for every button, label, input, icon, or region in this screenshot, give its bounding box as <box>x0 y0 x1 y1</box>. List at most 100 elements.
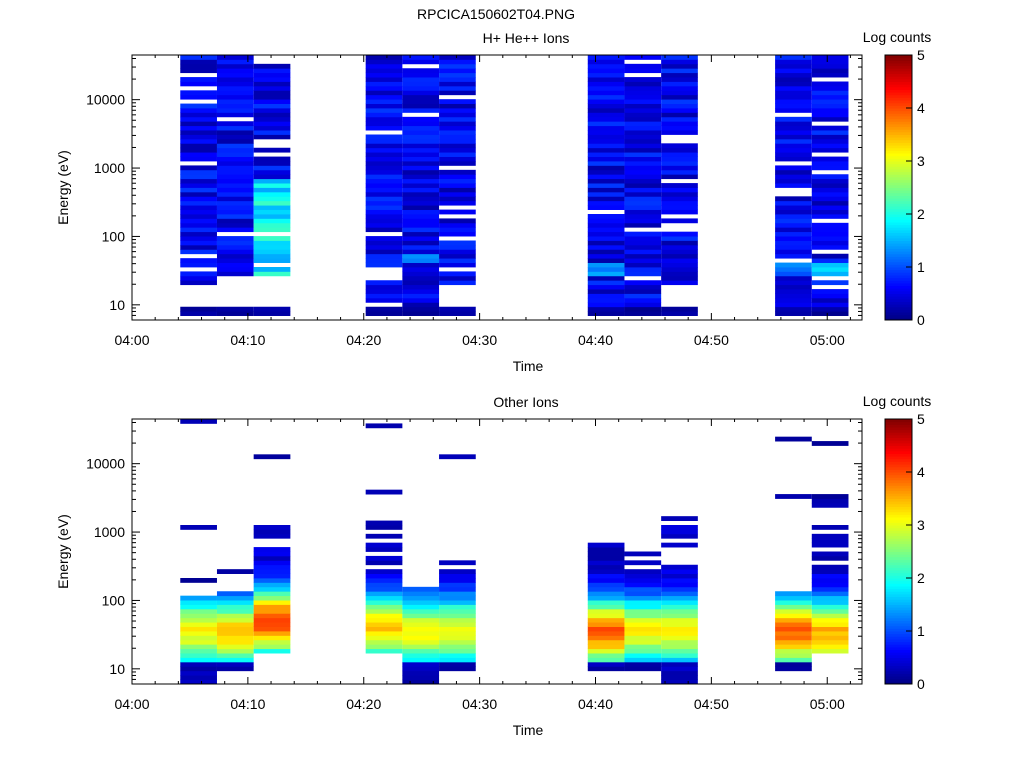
spectrogram-cell <box>402 613 440 619</box>
spectrogram-cell <box>624 178 662 184</box>
spectrogram-cell <box>439 108 476 113</box>
spectrogram-cell <box>439 183 476 188</box>
y-tick-label: 1000 <box>94 524 125 540</box>
spectrogram-cell <box>661 679 698 685</box>
colorbar-swatch <box>885 501 912 505</box>
colorbar-swatch <box>885 421 912 425</box>
spectrogram-cell <box>624 125 662 131</box>
colorbar-swatch <box>885 678 912 682</box>
spectrogram-cell <box>180 156 217 162</box>
spectrogram-cell <box>587 622 625 627</box>
spectrogram-cell <box>180 81 217 87</box>
colorbar-swatch <box>885 636 912 640</box>
panel-title: H+ He++ Ions <box>483 30 570 46</box>
spectrogram-cell <box>624 143 662 149</box>
spectrogram-cell <box>811 626 849 632</box>
spectrogram-cell <box>216 99 254 104</box>
colorbar-swatch <box>885 578 912 582</box>
spectrogram-cell <box>439 55 476 60</box>
spectrogram-cell <box>587 130 625 135</box>
spectrogram-cell <box>587 227 625 233</box>
spectrogram-cell <box>624 174 662 180</box>
spectrogram-cell <box>253 178 291 184</box>
colorbar-swatch <box>885 312 912 316</box>
colorbar-swatch <box>885 477 912 481</box>
colorbar-swatch <box>885 580 912 584</box>
spectrogram-cell <box>180 200 217 206</box>
spectrogram-cell <box>811 600 849 605</box>
colorbar-swatch <box>885 166 912 170</box>
spectrogram-cell <box>365 608 403 614</box>
colorbar-swatch <box>885 248 912 252</box>
x-tick-label: 04:20 <box>346 332 381 348</box>
spectrogram-cell <box>624 63 662 69</box>
spectrogram-cell <box>180 661 217 667</box>
spectrogram-cell <box>661 249 698 255</box>
spectrogram-cell <box>216 138 254 144</box>
spectrogram-cell <box>775 626 812 632</box>
time-column <box>180 419 217 685</box>
colorbar: 0 1 2 3 4 5 Log counts <box>863 393 932 692</box>
spectrogram-cell <box>587 99 625 104</box>
colorbar-swatch <box>885 662 912 666</box>
spectrogram-cell <box>216 108 254 113</box>
spectrogram-cell <box>253 240 291 246</box>
colorbar-swatch <box>885 548 912 552</box>
colorbar-swatch <box>885 668 912 672</box>
spectrogram-cell <box>402 178 440 184</box>
colorbar-swatch <box>885 601 912 605</box>
spectrogram-cell <box>216 121 254 127</box>
spectrogram-cell <box>811 586 849 592</box>
time-column <box>775 436 812 672</box>
colorbar-swatch <box>885 206 912 210</box>
spectrogram-cell <box>811 205 849 210</box>
spectrogram-cell <box>775 138 812 144</box>
spectrogram-cell <box>775 178 812 184</box>
spectrogram-cell <box>439 169 476 175</box>
colorbar-swatch <box>885 86 912 90</box>
colorbar-swatch <box>885 644 912 648</box>
spectrogram-cell <box>811 63 849 69</box>
spectrogram-cell <box>624 130 662 135</box>
spectrogram-cell <box>624 271 662 277</box>
spectrogram-cell <box>587 582 625 588</box>
spectrogram-cell <box>365 178 403 184</box>
colorbar-tick-label: 0 <box>917 312 925 328</box>
spectrogram-cell <box>587 631 625 636</box>
spectrogram-cell <box>775 59 812 65</box>
spectrogram-cell <box>439 85 476 91</box>
spectrogram-cell <box>624 169 662 175</box>
spectrogram-cell <box>624 85 662 91</box>
y-tick-label: 1000 <box>94 160 125 176</box>
spectrogram-cell <box>661 165 698 171</box>
spectrogram-cell <box>365 284 403 290</box>
spectrogram-cell <box>811 231 849 237</box>
spectrogram-cell <box>402 595 440 601</box>
spectrogram-cell <box>180 578 217 583</box>
spectrogram-cell <box>439 271 476 277</box>
spectrogram-cell <box>216 187 254 193</box>
spectrogram-cell <box>624 639 662 645</box>
spectrogram-cell <box>811 631 849 636</box>
spectrogram-cell <box>180 55 217 60</box>
colorbar-swatch <box>885 221 912 226</box>
spectrogram-cell <box>216 635 254 641</box>
spectrogram-cell <box>811 59 849 65</box>
spectrogram-cell <box>439 227 476 233</box>
spectrogram-cell <box>180 595 217 601</box>
spectrogram-cell <box>439 582 476 588</box>
colorbar-swatch <box>885 554 912 558</box>
spectrogram-cell <box>253 147 291 153</box>
spectrogram-cell <box>775 125 812 131</box>
colorbar-tick-label: 2 <box>917 570 925 586</box>
spectrogram-cell <box>253 569 291 574</box>
colorbar-swatch <box>885 267 912 271</box>
spectrogram-cell <box>775 214 812 219</box>
spectrogram-cell <box>811 130 849 135</box>
spectrogram-cell <box>811 200 849 206</box>
colorbar-swatch <box>885 673 912 677</box>
spectrogram-cell <box>661 85 698 91</box>
spectrogram-cell <box>661 626 698 632</box>
spectrogram-cell <box>365 116 403 122</box>
spectrogram-cell <box>253 613 291 619</box>
